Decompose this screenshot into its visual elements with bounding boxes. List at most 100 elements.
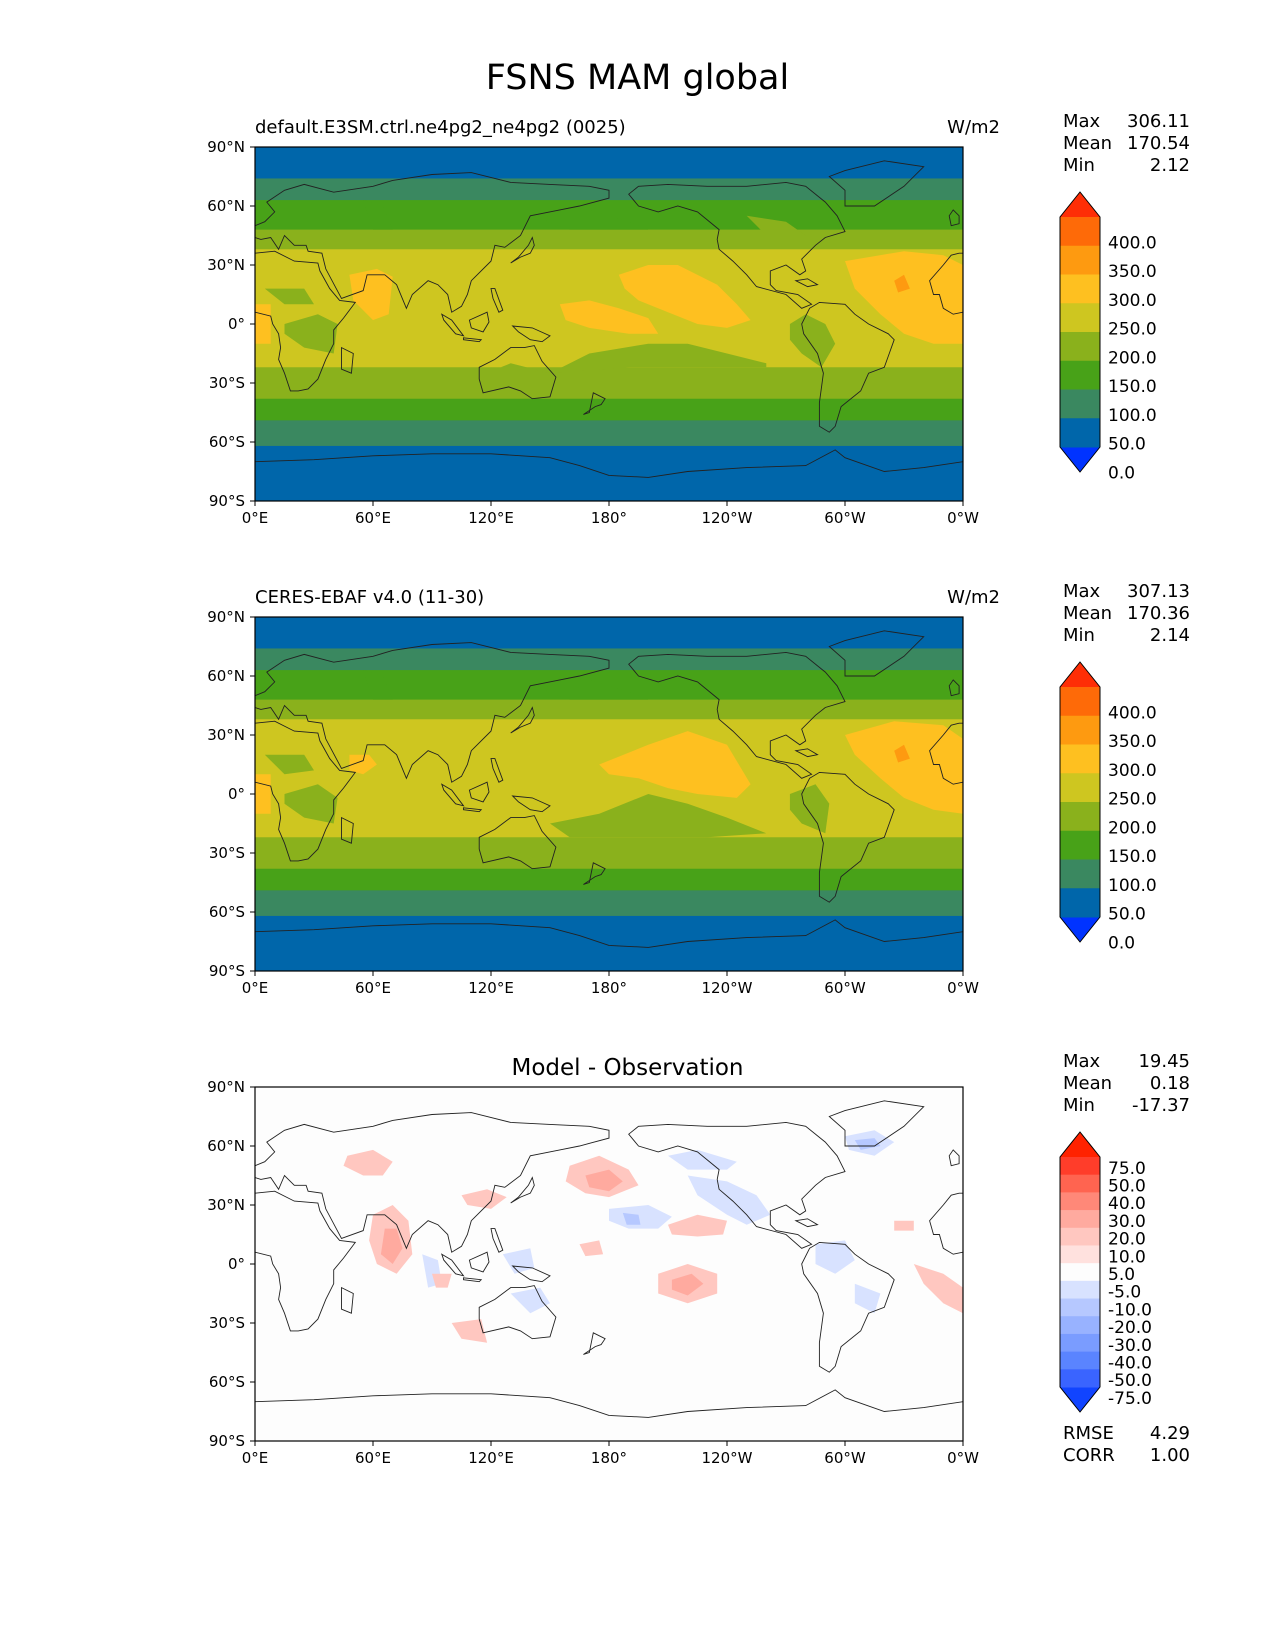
coastline [255, 250, 357, 392]
coastline [511, 1265, 551, 1283]
colorbar-tick-label: 40.0 [1108, 1194, 1146, 1214]
coastlines [255, 630, 963, 971]
coastlines [255, 1100, 963, 1441]
lon-tick-label: 180° [591, 979, 627, 997]
colorbar-tick-label: 50.0 [1108, 905, 1146, 925]
stat-mean: 0.18 [1149, 1073, 1190, 1094]
lon-tick-label: 180° [591, 509, 627, 527]
lon-tick-label: 0°E [242, 979, 269, 997]
stat-min-label: Min [1063, 155, 1095, 176]
contour-region [845, 721, 963, 814]
colorbar-bin [1060, 1333, 1100, 1353]
coastline [929, 252, 963, 315]
contour-region [510, 1287, 550, 1314]
contour-region [284, 314, 338, 354]
contour-band [255, 249, 963, 270]
coastline [255, 642, 610, 783]
lat-tick-label: 30°N [207, 1196, 245, 1214]
colorbar-bin [1060, 687, 1100, 717]
lon-tick-label: 120°E [468, 979, 514, 997]
contour-region [913, 1264, 963, 1314]
coastline [341, 346, 354, 374]
contour-region [255, 774, 271, 814]
lon-tick-label: 120°E [468, 1449, 514, 1467]
panel-observation: CERES-EBAF v4.0 (11-30) W/m2 90°N 60°N 30°… [0, 580, 1275, 1050]
coastline [794, 748, 819, 758]
coastline [490, 288, 504, 313]
contour-region [894, 744, 910, 763]
coastline [463, 337, 483, 343]
colorbar: 400.0 350.0 300.0 250.0 200.0 150.0 100.0 50.0 0… [1059, 661, 1157, 953]
lon-tick-label: 60°W [824, 1449, 866, 1467]
contour-region [255, 304, 271, 344]
colorbar-tick-label: -50.0 [1108, 1371, 1152, 1391]
colorbar-tick-label: -20.0 [1108, 1318, 1152, 1338]
colorbar-tick-label: 350.0 [1108, 732, 1157, 752]
colorbar-tick-label: 300.0 [1108, 761, 1157, 781]
lat-tick-label: 0° [228, 785, 245, 803]
coastline [478, 815, 557, 870]
lat-tick-label: 0° [228, 315, 245, 333]
lon-tick-label: 120°W [702, 1449, 753, 1467]
coastline [929, 1192, 963, 1255]
colorbar-difference: 75.050.040.030.020.010.05.0-5.0-10.0-20.… [1059, 1131, 1152, 1413]
colorbar-bin [1060, 274, 1100, 304]
contour-band [255, 648, 963, 671]
lat-tick-label: 90°S [209, 1432, 245, 1450]
contour-region [609, 1205, 672, 1229]
colorbar-tick-label: -40.0 [1108, 1353, 1152, 1373]
colorbar-bin [1060, 1351, 1100, 1370]
colorbar: 400.0 350.0 300.0 250.0 200.0 150.0 100.0 50.0 0… [1059, 191, 1157, 483]
stat-max-label: Max [1063, 1051, 1101, 1072]
contour-region [687, 1175, 771, 1225]
colorbar-bin [1060, 418, 1100, 448]
colorbar-tick-label: 200.0 [1108, 818, 1157, 838]
contour-region [585, 1169, 623, 1192]
colorbar-bin [1060, 245, 1100, 275]
contour-region [622, 1212, 641, 1225]
colorbar-tick-label: 20.0 [1108, 1230, 1146, 1250]
colorbar-extend-max [1060, 192, 1100, 217]
contour-band [255, 367, 963, 384]
lat-tick-label: 30°S [209, 844, 245, 862]
lat-tick-label: 30°N [207, 726, 245, 744]
coastline [511, 795, 551, 813]
colorbar-bin [1060, 303, 1100, 333]
colorbar-tick-label: 0.0 [1108, 933, 1135, 953]
colorbar-extend-min [1060, 1387, 1100, 1412]
contour-band [255, 915, 963, 971]
colorbar-extend-min [1060, 917, 1100, 942]
stat-max: 19.45 [1138, 1051, 1190, 1072]
contour-band [255, 178, 963, 201]
contour-region [546, 206, 649, 230]
contour-band [255, 147, 963, 179]
contour-region [349, 268, 393, 321]
colorbar-bin [1060, 1245, 1100, 1264]
coastline [628, 181, 846, 309]
colorbar-tick-label: -30.0 [1108, 1336, 1152, 1356]
colorbar-tick-label: 350.0 [1108, 262, 1157, 282]
lat-tick-label: 60°S [209, 1373, 245, 1391]
coastline [948, 1149, 960, 1167]
contour-region [380, 1228, 403, 1264]
contour-band [255, 853, 963, 870]
contour-region [579, 1240, 604, 1257]
contour-region [451, 1319, 488, 1343]
colorbar-bin [1060, 1298, 1100, 1317]
corr-value: 1.00 [1149, 1445, 1190, 1466]
colorbar-tick-label: 250.0 [1108, 790, 1157, 810]
contour-region [894, 1220, 914, 1231]
lon-tick-label: 60°W [824, 979, 866, 997]
coastline [490, 1228, 504, 1253]
map-observation: 90°N 60°N 30°N 0° 30°S 60°S 90°S0°E 60°E 120°E 18… [207, 608, 979, 997]
coastline [440, 313, 465, 337]
colorbar-bin [1060, 744, 1100, 774]
lat-tick-label: 30°S [209, 374, 245, 392]
panel-title: CERES-EBAF v4.0 (11-30) [255, 587, 485, 608]
lat-tick-label: 60°S [209, 433, 245, 451]
colorbar-bin [1060, 1227, 1100, 1246]
lat-tick-label: 90°N [207, 138, 245, 156]
figure-title: FSNS MAM global [485, 58, 790, 98]
contour-region [363, 200, 393, 230]
contour-region [746, 215, 806, 236]
